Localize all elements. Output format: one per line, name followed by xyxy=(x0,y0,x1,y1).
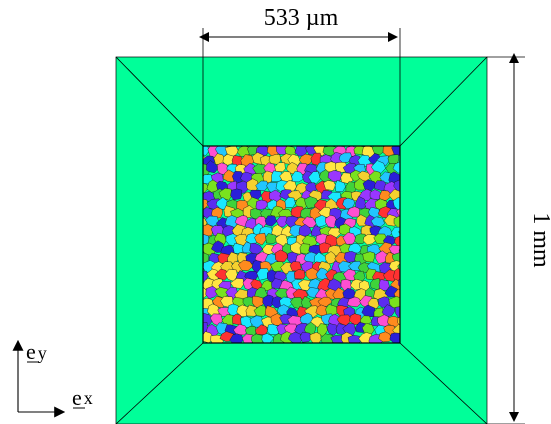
grain-cell xyxy=(203,223,214,238)
grain-cell xyxy=(274,249,288,263)
grain-cell xyxy=(335,161,348,174)
grain-cell xyxy=(254,232,267,246)
grain-cell xyxy=(379,190,393,201)
diagonal-bottom-right xyxy=(399,342,488,424)
grain-cell xyxy=(205,285,220,300)
grain-cell xyxy=(346,206,362,218)
grain-cell xyxy=(252,163,268,175)
grain-cell xyxy=(361,304,376,318)
grain-cell xyxy=(338,152,353,164)
grain-cell xyxy=(393,215,400,228)
grain-cell xyxy=(251,333,263,343)
grain-cell xyxy=(343,251,358,263)
grain-cell xyxy=(249,242,263,255)
grain-cell xyxy=(218,187,233,201)
grain-cell xyxy=(314,214,329,228)
grain-cell xyxy=(211,206,223,219)
grain-cell xyxy=(326,323,340,336)
grain-cell xyxy=(229,333,245,343)
grain-cell xyxy=(346,296,362,308)
diagonal-top-left xyxy=(115,56,204,147)
grain-cell xyxy=(395,306,400,319)
grain-cell xyxy=(378,331,393,343)
grain-cell xyxy=(256,268,271,281)
grain-cell xyxy=(323,180,336,191)
grain-cell xyxy=(284,197,296,208)
grain-cell xyxy=(394,235,400,247)
grain-cell xyxy=(354,233,367,245)
diagonal-top-right xyxy=(399,56,488,147)
grain-cell xyxy=(375,250,389,264)
grain-cell xyxy=(381,304,395,318)
height-dimension-label: 1 mm xyxy=(528,212,551,268)
grain-cell xyxy=(299,331,313,343)
grain-cell xyxy=(203,198,209,210)
grain-cell xyxy=(325,214,338,229)
grain-cell xyxy=(308,171,321,184)
grain-cell xyxy=(396,208,400,217)
grain-cell xyxy=(393,268,400,282)
grain-cell xyxy=(261,333,275,343)
grain-cell xyxy=(291,170,305,183)
grain-cell xyxy=(371,146,387,156)
polycrystal-region xyxy=(203,146,400,343)
grain-cell xyxy=(230,278,245,289)
grain-cell xyxy=(255,199,268,211)
grain-cell xyxy=(334,180,346,193)
grain-cell xyxy=(362,233,377,245)
grain-cell xyxy=(392,197,400,211)
grain-cell xyxy=(265,233,278,244)
polycrystal-border xyxy=(202,145,401,344)
grain-cell xyxy=(393,179,400,192)
grain-cell xyxy=(214,268,230,281)
grain-cell xyxy=(230,188,243,201)
grain-cell xyxy=(367,298,380,309)
grain-cell xyxy=(370,160,386,174)
grain-cell xyxy=(348,243,363,254)
grain-cell xyxy=(206,160,219,174)
grain-cell xyxy=(255,180,269,192)
grain-cell xyxy=(347,334,363,343)
grain-cell xyxy=(276,215,289,228)
grain-cell xyxy=(357,154,372,167)
grain-cell xyxy=(287,331,302,343)
grain-cell xyxy=(241,333,254,343)
grain-cell xyxy=(370,216,385,227)
grain-cell xyxy=(238,259,254,271)
grain-cell xyxy=(224,215,239,228)
grain-cell xyxy=(353,178,368,191)
width-dimension-label: 533 µm xyxy=(264,5,339,31)
grain-cell xyxy=(270,261,285,272)
grain-cell xyxy=(253,305,267,317)
grain-cell xyxy=(392,161,400,174)
grain-cell xyxy=(309,332,322,343)
grain-cell xyxy=(274,162,286,172)
grain-cell xyxy=(203,146,210,156)
diagonal-bottom-left xyxy=(115,342,204,424)
grain-cell xyxy=(264,215,278,227)
grain-cell xyxy=(324,251,337,265)
grain-cell xyxy=(293,269,306,280)
grain-cell xyxy=(233,323,249,336)
grain-cell xyxy=(299,153,313,166)
grain-cell xyxy=(317,277,331,292)
grain-cell xyxy=(298,224,312,237)
grain-cell xyxy=(320,333,335,343)
